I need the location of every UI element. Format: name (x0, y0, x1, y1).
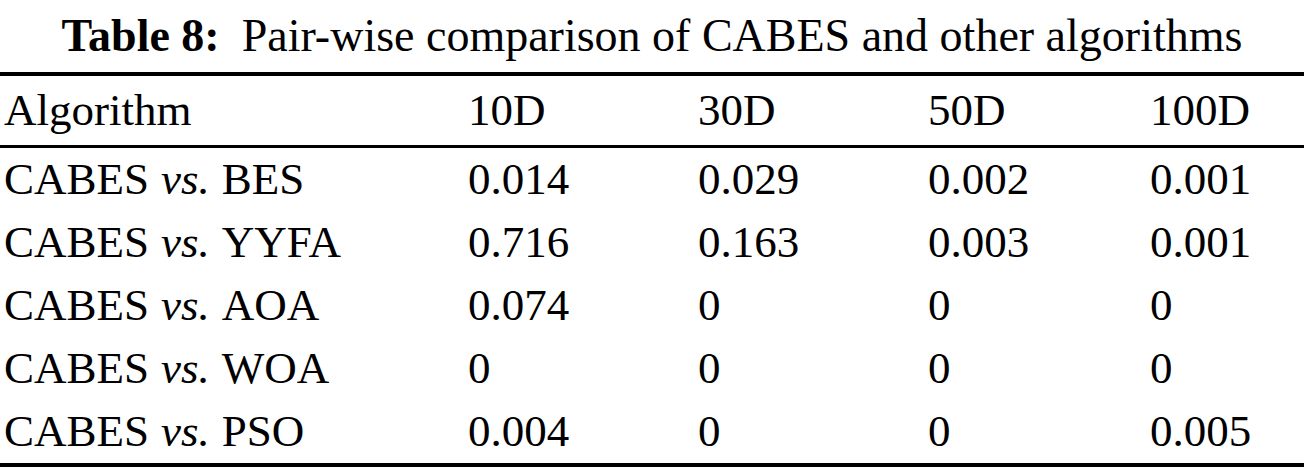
value-cell: 0.029 (698, 147, 928, 212)
table-caption-text: Pair-wise comparison of CABES and other … (242, 13, 1243, 59)
row-label-vs: vs. (161, 280, 210, 330)
row-label-team: CABES (4, 217, 149, 267)
value-cell: 0.004 (468, 400, 698, 465)
pairwise-comparison-table: Algorithm 10D 30D 50D 100D CABESvs.BES 0… (0, 72, 1304, 467)
row-label: CABESvs.YYFA (0, 211, 468, 274)
value-cell: 0 (468, 337, 698, 400)
table-caption-label: Table 8: (62, 13, 220, 59)
row-label-opponent: YYFA (222, 217, 341, 267)
value-cell: 0 (698, 400, 928, 465)
column-header-100d: 100D (1150, 74, 1304, 147)
row-label-opponent: BES (222, 154, 305, 204)
value-cell: 0.163 (698, 211, 928, 274)
value-cell: 0.001 (1150, 147, 1304, 212)
row-label: CABESvs.PSO (0, 400, 468, 465)
table-row: CABESvs.WOA 0 0 0 0 (0, 337, 1304, 400)
column-header-algorithm: Algorithm (0, 74, 468, 147)
paper-table-figure: Table 8: Pair-wise comparison of CABES a… (0, 0, 1304, 475)
value-cell: 0 (1150, 337, 1304, 400)
row-label-team: CABES (4, 406, 149, 456)
row-label-opponent: AOA (222, 280, 320, 330)
row-label-team: CABES (4, 154, 149, 204)
column-header-30d: 30D (698, 74, 928, 147)
value-cell: 0 (928, 274, 1150, 337)
row-label: CABESvs.WOA (0, 337, 468, 400)
row-label-team: CABES (4, 343, 149, 393)
row-label: CABESvs.BES (0, 147, 468, 212)
value-cell: 0 (698, 337, 928, 400)
header-row: Algorithm 10D 30D 50D 100D (0, 74, 1304, 147)
value-cell: 0 (928, 400, 1150, 465)
value-cell: 0.001 (1150, 211, 1304, 274)
value-cell: 0.014 (468, 147, 698, 212)
row-label-opponent: WOA (222, 343, 329, 393)
value-cell: 0.005 (1150, 400, 1304, 465)
value-cell: 0 (698, 274, 928, 337)
value-cell: 0 (1150, 274, 1304, 337)
table-row: CABESvs.YYFA 0.716 0.163 0.003 0.001 (0, 211, 1304, 274)
value-cell: 0.716 (468, 211, 698, 274)
row-label-vs: vs. (161, 343, 210, 393)
row-label: CABESvs.AOA (0, 274, 468, 337)
row-label-vs: vs. (161, 217, 210, 267)
table-row: CABESvs.AOA 0.074 0 0 0 (0, 274, 1304, 337)
value-cell: 0.002 (928, 147, 1150, 212)
value-cell: 0.074 (468, 274, 698, 337)
row-label-vs: vs. (161, 406, 210, 456)
column-header-10d: 10D (468, 74, 698, 147)
value-cell: 0.003 (928, 211, 1150, 274)
row-label-team: CABES (4, 280, 149, 330)
column-header-50d: 50D (928, 74, 1150, 147)
table-row: CABESvs.BES 0.014 0.029 0.002 0.001 (0, 147, 1304, 212)
row-label-opponent: PSO (222, 406, 305, 456)
row-label-vs: vs. (161, 154, 210, 204)
value-cell: 0 (928, 337, 1150, 400)
table-row: CABESvs.PSO 0.004 0 0 0.005 (0, 400, 1304, 465)
table-caption: Table 8: Pair-wise comparison of CABES a… (0, 0, 1304, 72)
